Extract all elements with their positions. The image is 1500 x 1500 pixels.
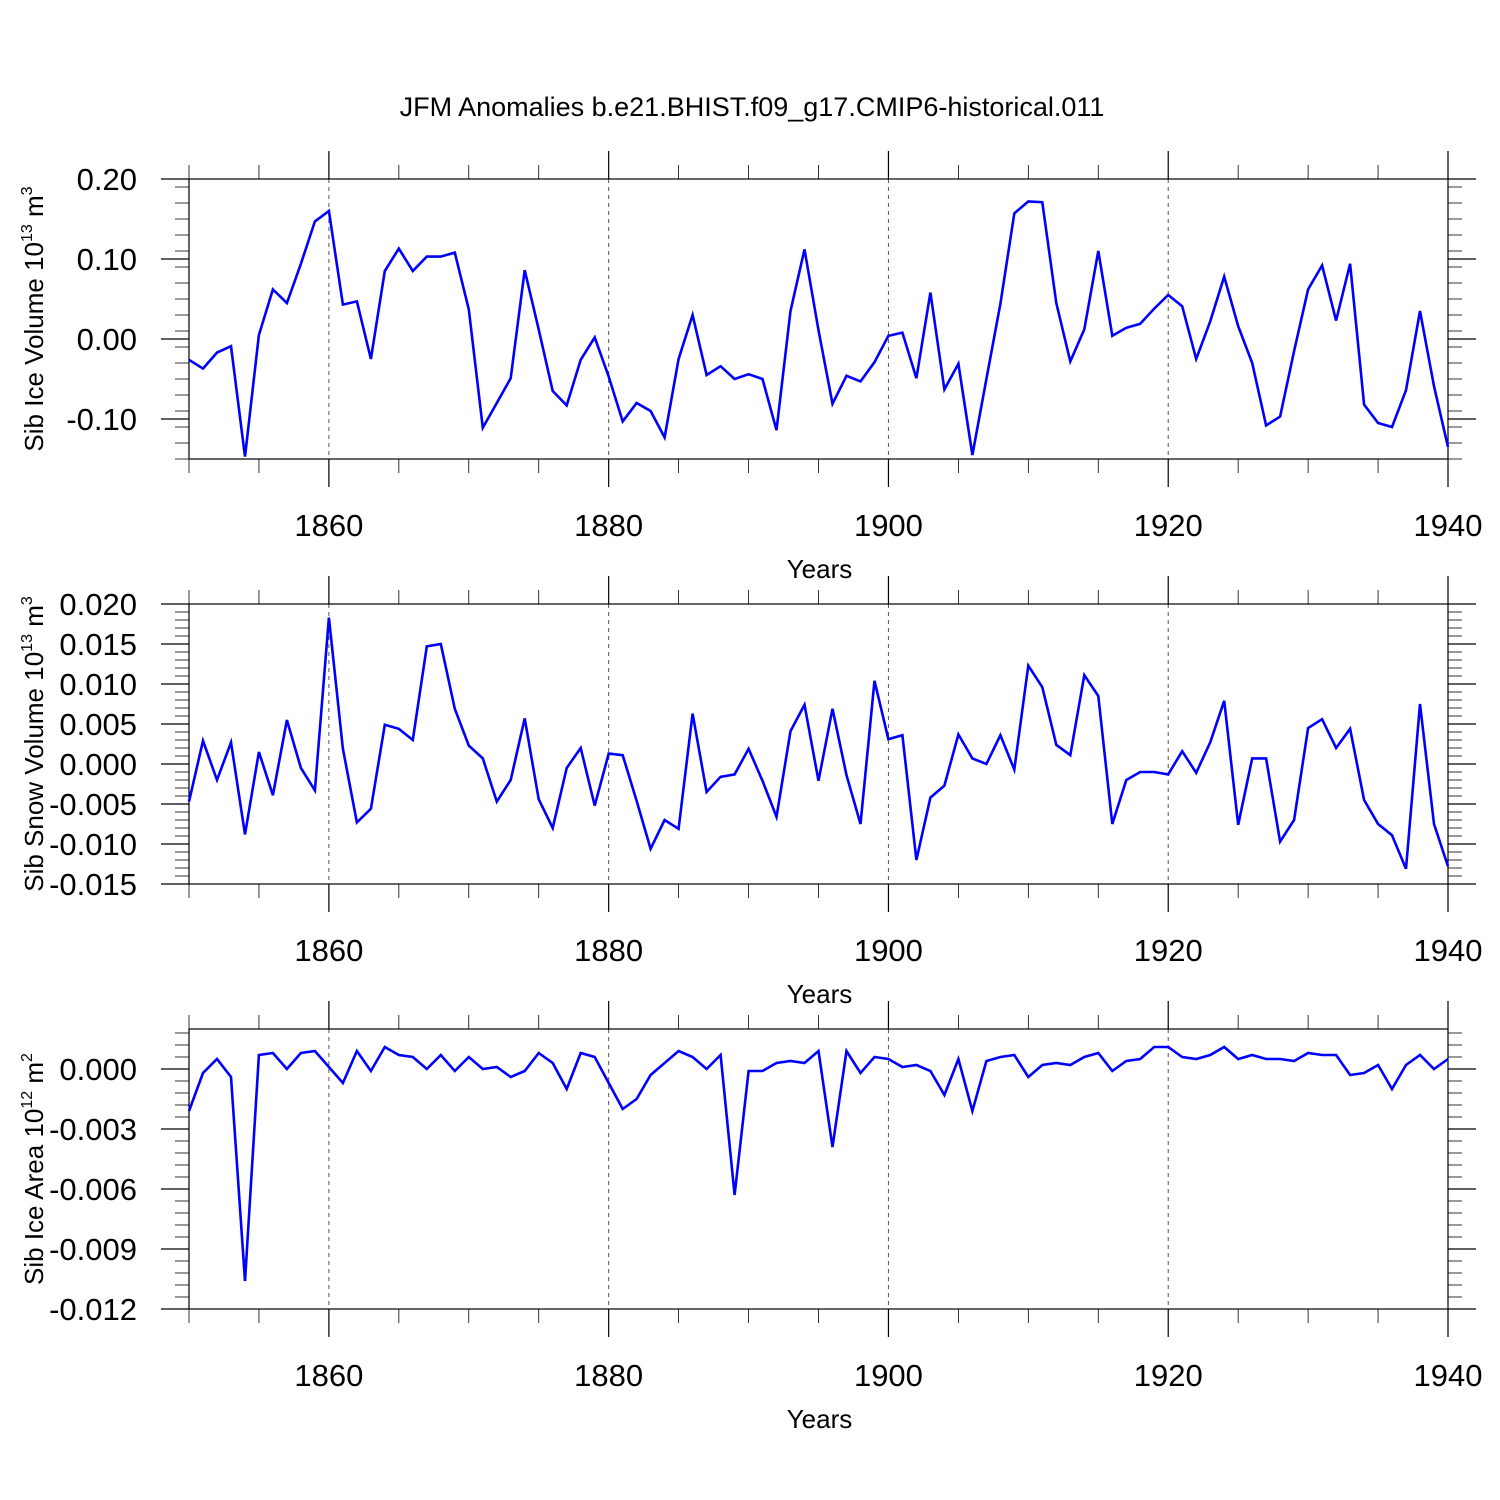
y-tick-label: -0.10: [66, 402, 137, 437]
x-tick-label: 1940: [1414, 508, 1483, 543]
y-axis-label: Sib Snow Volume 1013 m3: [19, 596, 49, 892]
x-axis-label: Years: [787, 979, 853, 1009]
plot-frame: [188, 603, 1449, 885]
panel-ice-volume: 0.20 0.10 0.00 -0.10 1860 1880 1900 1920 1940 Yea…: [19, 151, 1482, 584]
plot-frame: [188, 1028, 1449, 1310]
panel-ice-area: 0.000 -0.003 -0.006 -0.009 -0.012 1860 1880 190…: [19, 1001, 1482, 1434]
plot-frame: [188, 178, 1449, 460]
x-tick-label: 1860: [294, 1358, 363, 1393]
x-tick-label: 1880: [574, 508, 643, 543]
x-tick-label: 1900: [854, 508, 923, 543]
chart-panels: 0.20 0.10 0.00 -0.10 1860 1880 1900 1920 1940 Yea…: [19, 151, 1482, 1434]
y-tick-label: 0.015: [59, 627, 137, 662]
chart-title: JFM Anomalies b.e21.BHIST.f09_g17.CMIP6-…: [400, 92, 1105, 122]
y-tick-label: 0.000: [59, 747, 137, 782]
panel-snow-volume: 0.020 0.015 0.010 0.005 0.000 -0.005 -0.010 -0.…: [19, 576, 1482, 1009]
x-tick-label: 1920: [1134, 1358, 1203, 1393]
y-tick-label: 0.020: [59, 587, 137, 622]
x-tick-label: 1880: [574, 933, 643, 968]
x-tick-label: 1920: [1134, 933, 1203, 968]
y-tick-label: -0.006: [49, 1172, 137, 1207]
y-tick-label: -0.003: [49, 1112, 137, 1147]
y-tick-label: 0.10: [77, 242, 137, 277]
y-tick-label: -0.005: [49, 787, 137, 822]
x-axis-label: Years: [787, 554, 853, 584]
series-line-ice-volume: [188, 200, 1450, 457]
x-tick-label: 1900: [854, 933, 923, 968]
series-line-snow-volume: [187, 617, 1450, 870]
x-tick-label: 1940: [1414, 1358, 1483, 1393]
y-tick-label: 0.010: [59, 667, 137, 702]
x-axis-label: Years: [787, 1404, 853, 1434]
y-tick-label: -0.010: [49, 827, 137, 862]
y-tick-label: 0.20: [77, 162, 137, 197]
y-tick-label: -0.009: [49, 1232, 137, 1267]
y-axis-label: Sib Ice Area 1012 m2: [19, 1053, 49, 1285]
x-tick-label: 1900: [854, 1358, 923, 1393]
y-tick-label: -0.015: [49, 867, 137, 902]
series-line-ice-area: [187, 1045, 1449, 1282]
x-tick-label: 1860: [294, 508, 363, 543]
y-tick-label: 0.00: [77, 322, 137, 357]
y-tick-label: 0.005: [59, 707, 137, 742]
y-axis-label: Sib Ice Volume 1013 m3: [19, 186, 49, 451]
x-tick-label: 1920: [1134, 508, 1203, 543]
x-tick-label: 1860: [294, 933, 363, 968]
x-tick-label: 1940: [1414, 933, 1483, 968]
x-tick-label: 1880: [574, 1358, 643, 1393]
y-tick-label: -0.012: [49, 1292, 137, 1327]
y-tick-label: 0.000: [59, 1052, 137, 1087]
